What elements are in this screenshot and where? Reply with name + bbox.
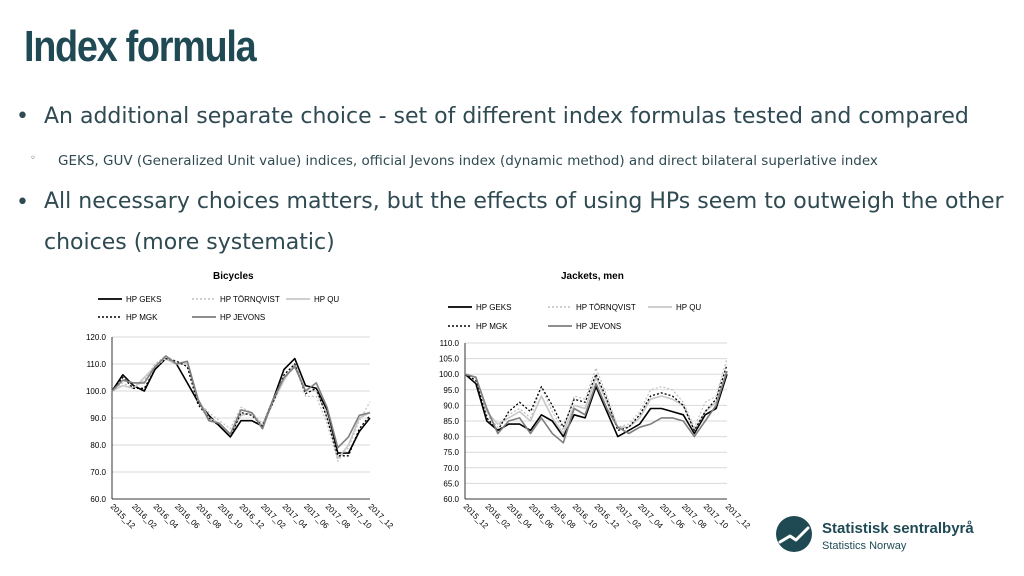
bullet-text-2: All necessary choices matters, but the e…: [44, 189, 1004, 255]
y-tick-label: 90.0: [90, 414, 106, 423]
legend-label: HP JEVONS: [220, 313, 265, 322]
legend-label: HP MGK: [126, 313, 158, 322]
y-tick-label: 120.0: [86, 333, 107, 342]
legend-label: HP GEKS: [126, 295, 161, 304]
y-tick-label: 100.0: [86, 387, 107, 396]
chart-jackets-men: 60.0 65.0 70.0 75.0 80.0 85.0 90.0 95.0 100.0 105…: [439, 303, 753, 531]
chart-bicycles: 60.070.080.090.0100.0110.0120.02015_1220…: [86, 295, 395, 531]
logo-name: Statistisk sentralbyrå: [822, 520, 974, 537]
chart-title-bicycles: Bicycles: [213, 271, 254, 282]
bullet-marker: •: [16, 190, 29, 215]
series-line: [464, 373, 728, 438]
x-tick-label: 2017_12: [724, 502, 753, 531]
legend-label: HP MGK: [476, 322, 508, 331]
sub-bullet-marker: ◦: [30, 153, 36, 164]
y-tick-label: 90.0: [443, 401, 459, 410]
ssb-logo-icon: [776, 516, 812, 552]
y-tick-label: 105.0: [439, 355, 460, 364]
y-tick-label: 60.0: [90, 495, 106, 504]
series-line: [464, 370, 728, 435]
series-line: [464, 358, 728, 431]
y-tick-label: 85.0: [443, 417, 459, 426]
legend-label: HP GEKS: [476, 303, 511, 312]
y-tick-label: 100.0: [439, 370, 460, 379]
legend-label: HP JEVONS: [576, 322, 621, 331]
y-tick-label: 110.0: [87, 360, 107, 369]
y-tick-label: 70.0: [90, 468, 106, 477]
legend-label: HP TÖRNQVIST: [576, 303, 636, 312]
sub-bullet-text-1: GEKS, GUV (Generalized Unit value) indic…: [58, 153, 878, 169]
y-tick-label: 80.0: [90, 441, 106, 450]
bullet-text-1: An additional separate choice - set of d…: [44, 104, 969, 129]
y-tick-label: 80.0: [443, 433, 459, 442]
legend-label: HP TÖRNQVIST: [220, 295, 280, 304]
legend-label: HP QU: [676, 303, 701, 312]
series-line: [111, 355, 371, 462]
series-line: [464, 370, 728, 444]
y-tick-label: 110.0: [440, 339, 460, 348]
series-line: [464, 364, 728, 432]
legend-label: HP QU: [314, 295, 339, 304]
logo-subtitle: Statistics Norway: [822, 540, 907, 552]
y-tick-label: 60.0: [443, 495, 459, 504]
series-line: [111, 355, 371, 449]
y-tick-label: 95.0: [443, 386, 459, 395]
chart-title-jackets: Jackets, men: [561, 271, 624, 282]
y-tick-label: 65.0: [443, 479, 459, 488]
bullet-marker: •: [16, 104, 29, 129]
slide-title: Index formula: [24, 22, 257, 71]
y-tick-label: 70.0: [443, 464, 459, 473]
series-line: [111, 357, 371, 457]
y-tick-label: 75.0: [443, 448, 459, 457]
